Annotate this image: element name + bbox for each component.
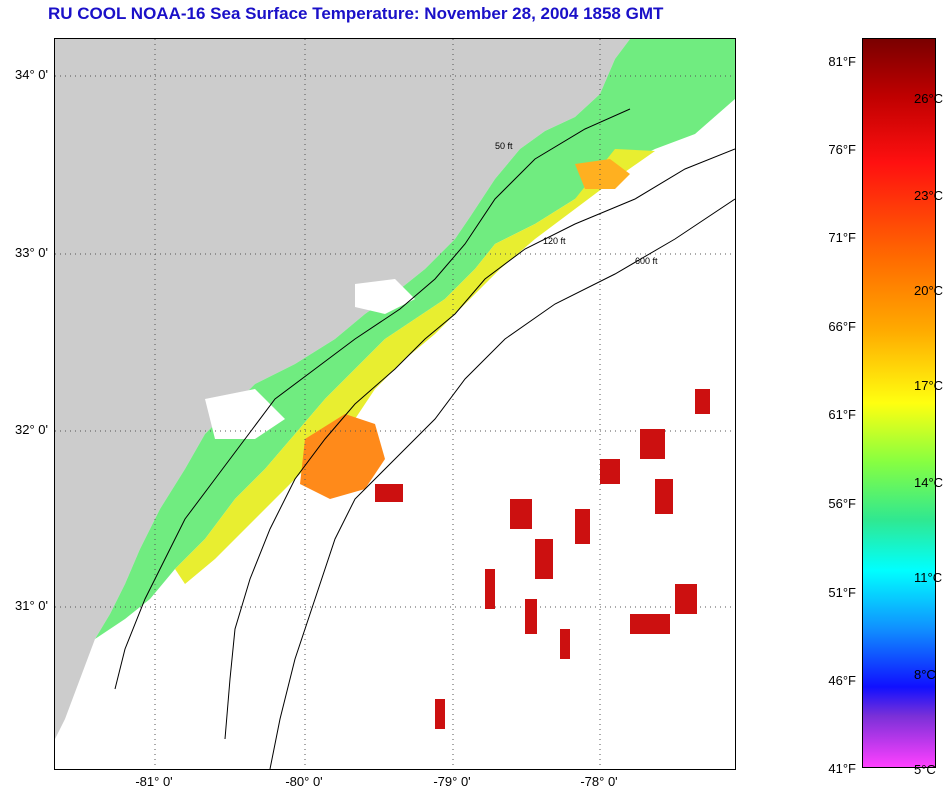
contour-label-600ft: 600 ft — [635, 256, 658, 266]
sst-warm-patch-orange — [300, 414, 385, 499]
cloud-patch — [355, 279, 415, 314]
gulf-stream-patches — [375, 389, 710, 729]
colorbar-c-label: 8°C — [914, 667, 936, 682]
colorbar-f-label: 61°F — [828, 407, 856, 422]
lat-label: 32° 0' — [15, 422, 48, 437]
colorbar-c-label: 11°C — [914, 570, 943, 585]
colorbar-f-label: 56°F — [828, 496, 856, 511]
map-title: RU COOL NOAA-16 Sea Surface Temperature:… — [48, 4, 664, 23]
land-area — [55, 39, 630, 739]
isobath-contours — [114, 108, 735, 769]
cloud-patch — [205, 389, 285, 439]
lat-label: 33° 0' — [15, 245, 48, 260]
colorbar-c-label: 17°C — [914, 378, 944, 393]
sst-nearshore-band — [95, 39, 735, 639]
lon-label: -80° 0' — [285, 774, 323, 789]
lon-label: -78° 0' — [580, 774, 618, 789]
lon-label: -79° 0' — [433, 774, 471, 789]
graticule — [55, 39, 735, 769]
contour-label-120ft: 120 ft — [543, 236, 566, 246]
colorbar-c-label: 14°C — [914, 475, 944, 490]
colorbar-c-label: 5°C — [914, 762, 936, 777]
sst-map[interactable]: 50 ft 120 ft 600 ft — [54, 38, 736, 770]
lat-label: 31° 0' — [15, 598, 48, 613]
lat-label: 34° 0' — [15, 67, 48, 82]
contour-label-50ft: 50 ft — [495, 141, 513, 151]
colorbar-f-label: 46°F — [828, 673, 856, 688]
colorbar-f-label: 66°F — [828, 319, 856, 334]
temperature-colorbar — [862, 38, 936, 768]
colorbar-f-label: 51°F — [828, 585, 856, 600]
colorbar-c-label: 23°C — [914, 188, 944, 203]
sst-warm-patch-north — [575, 159, 630, 189]
sst-map-canvas: 50 ft 120 ft 600 ft — [55, 39, 735, 769]
colorbar-c-label: 20°C — [914, 283, 944, 298]
colorbar-f-label: 41°F — [828, 761, 856, 776]
colorbar-c-label: 26°C — [914, 91, 944, 106]
sst-midshelf-band — [175, 149, 655, 584]
colorbar-f-label: 81°F — [828, 54, 856, 69]
colorbar-f-label: 71°F — [828, 230, 856, 245]
lon-label: -81° 0' — [135, 774, 173, 789]
colorbar-f-label: 76°F — [828, 142, 856, 157]
